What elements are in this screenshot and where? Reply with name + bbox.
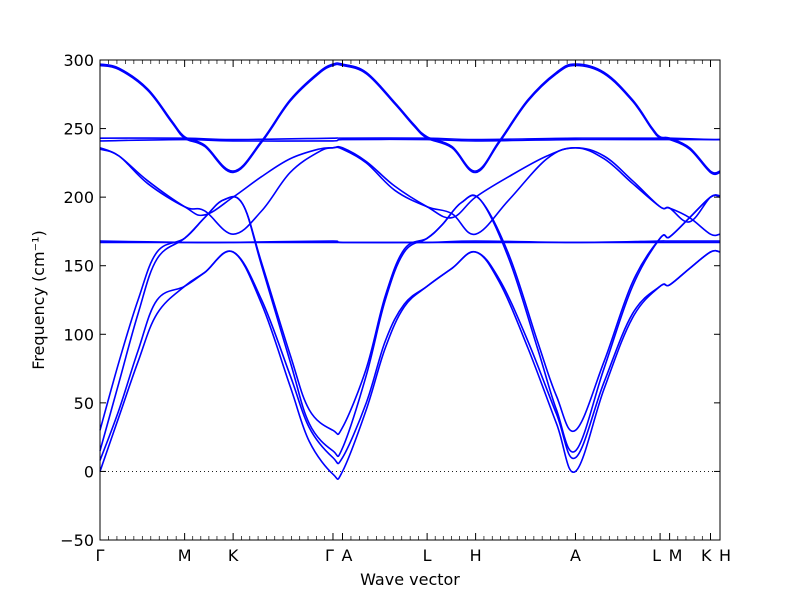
y-tick-label: 250 [63, 120, 94, 139]
band-line-4 [99, 194, 721, 436]
plot-frame [99, 59, 721, 541]
x-tick-label: L [652, 546, 661, 565]
band-line-8 [99, 145, 721, 223]
band-line-6 [99, 240, 720, 244]
y-tick-label: 0 [84, 462, 94, 481]
y-tick-label: 100 [63, 325, 94, 344]
band-line-11 [99, 63, 721, 176]
x-tick-label: K [701, 546, 712, 565]
y-tick-label: −50 [60, 531, 94, 550]
x-tick-label: A [570, 546, 581, 565]
y-tick-label: 200 [63, 188, 94, 207]
y-axis-title: Frequency (cm⁻¹) [29, 230, 48, 369]
x-tick-label: M [178, 546, 192, 565]
x-tick-label: M [669, 546, 683, 565]
x-tick-label: A [341, 546, 352, 565]
x-tick-label: Γ [325, 546, 334, 565]
y-tick-label: 300 [63, 51, 94, 70]
x-tick-label: L [423, 546, 432, 565]
band-line-2 [99, 249, 721, 465]
x-tick-label: H [719, 546, 731, 565]
y-ticks-layer: −50 0 50 100 150 200 250 300 [60, 51, 720, 550]
y-tick-label: 50 [74, 394, 94, 413]
x-tick-label: Γ [96, 546, 105, 565]
y-tick-label: 150 [63, 257, 94, 276]
x-tick-label: K [228, 546, 239, 565]
band-line-12 [99, 62, 721, 174]
series-layer [99, 62, 721, 480]
x-axis-title: Wave vector [360, 570, 460, 589]
x-tick-label: H [470, 546, 482, 565]
x-tick-lines-layer [108, 60, 703, 540]
